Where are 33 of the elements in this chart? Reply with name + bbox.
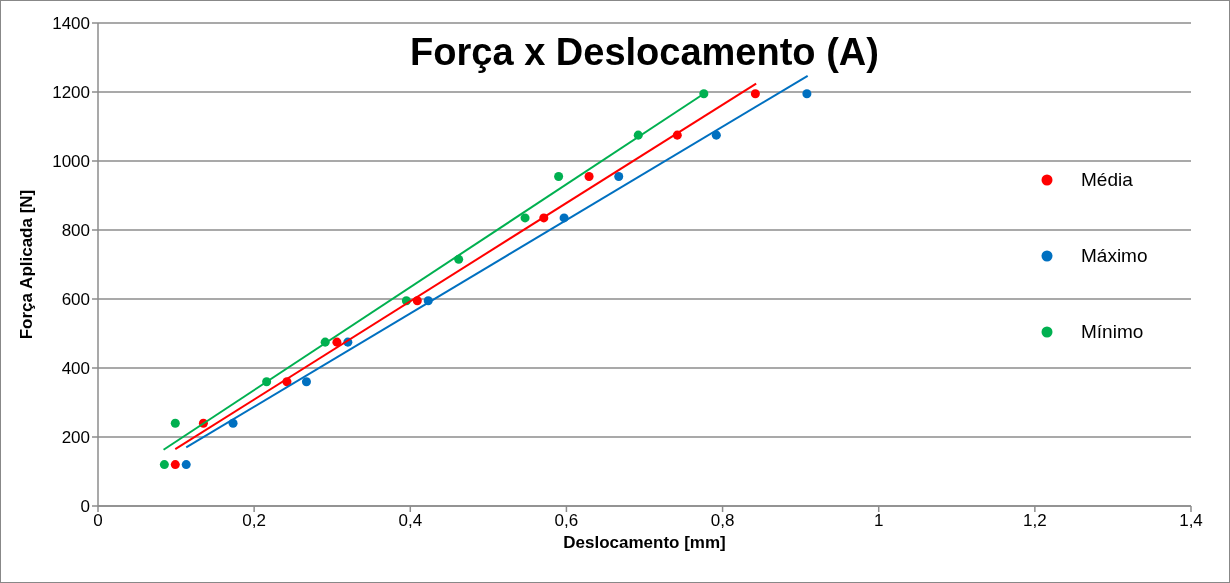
point	[301, 377, 311, 387]
y-tick-label: 200	[61, 428, 90, 448]
y-tick-label: 800	[61, 221, 90, 241]
point	[159, 460, 169, 470]
x-tick-label: 0,4	[398, 511, 423, 531]
point	[170, 418, 180, 428]
x-tick-label: 0,2	[242, 511, 266, 531]
y-tick-label: 600	[61, 290, 90, 310]
x-tick-label: 1,2	[1023, 511, 1047, 531]
x-axis-title: Deslocamento [mm]	[563, 533, 726, 552]
point	[614, 172, 624, 182]
point	[802, 89, 812, 99]
y-tick-label: 1400	[52, 14, 90, 34]
y-tick-label: 1000	[52, 152, 90, 172]
y-tick-label: 400	[61, 359, 90, 379]
x-tick-label: 1,4	[1179, 511, 1203, 531]
point	[520, 213, 530, 223]
y-tick-label: 1200	[52, 83, 90, 103]
legend-label: Máximo	[1081, 245, 1148, 267]
legend-label: Média	[1081, 169, 1133, 191]
point	[554, 172, 564, 182]
x-tick-label: 0	[93, 511, 103, 531]
x-tick-label: 0,6	[554, 511, 579, 531]
point	[181, 460, 191, 470]
point	[750, 89, 760, 99]
legend-label: Mínimo	[1081, 321, 1144, 343]
x-tick-label: 1	[873, 511, 884, 531]
y-tick-label: 0	[80, 497, 90, 517]
point	[584, 172, 594, 182]
chart-title: Força x Deslocamento (A)	[409, 31, 880, 74]
x-tick-label: 0,8	[710, 511, 735, 531]
y-axis-title: Força Aplicada [N]	[17, 189, 37, 340]
point	[170, 460, 180, 470]
